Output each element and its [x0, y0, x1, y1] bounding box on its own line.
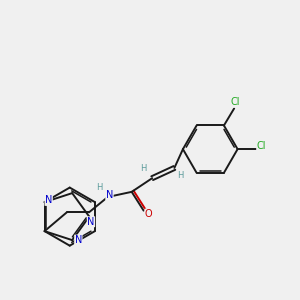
- Text: N: N: [87, 217, 94, 227]
- Text: H: H: [177, 171, 184, 180]
- Text: N: N: [106, 190, 113, 200]
- Text: Cl: Cl: [230, 97, 240, 107]
- Text: N: N: [45, 195, 52, 206]
- Text: N: N: [75, 235, 82, 245]
- Text: H: H: [96, 183, 102, 192]
- Text: Cl: Cl: [257, 141, 266, 152]
- Text: H: H: [140, 164, 147, 173]
- Text: O: O: [145, 209, 153, 219]
